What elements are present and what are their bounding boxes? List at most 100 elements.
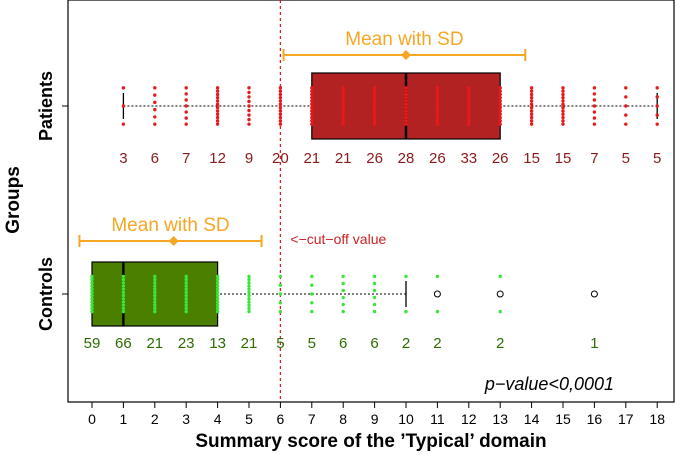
- data-point: [529, 92, 534, 97]
- data-point: [341, 86, 345, 90]
- data-point: [153, 306, 157, 311]
- data-point: [372, 288, 377, 293]
- data-point: [529, 109, 534, 113]
- x-tick-label: 6: [277, 411, 285, 427]
- data-point: [278, 283, 283, 287]
- data-point: [184, 303, 188, 307]
- data-point: [341, 92, 345, 97]
- data-point: [372, 295, 377, 300]
- data-point: [372, 102, 377, 107]
- data-point: [184, 122, 188, 126]
- x-tick-label: 12: [461, 411, 477, 427]
- data-point: [561, 99, 565, 103]
- data-point: [624, 95, 628, 99]
- data-point: [404, 102, 408, 107]
- data-point: [435, 92, 440, 97]
- data-point: [310, 102, 314, 107]
- data-point: [561, 112, 565, 116]
- data-point: [310, 89, 314, 93]
- x-tick-label: 8: [339, 411, 347, 427]
- count-label: 28: [398, 150, 415, 167]
- data-point: [121, 122, 126, 126]
- data-point: [121, 293, 126, 298]
- data-point: [341, 302, 345, 307]
- count-label: 26: [492, 150, 509, 167]
- count-label: 2: [433, 335, 441, 352]
- data-point: [341, 309, 345, 314]
- count-label: 15: [523, 150, 540, 167]
- data-point: [498, 102, 502, 107]
- count-label: 33: [460, 150, 477, 167]
- data-point: [153, 274, 157, 279]
- x-tick-label: 14: [524, 411, 540, 427]
- data-point: [184, 98, 188, 102]
- x-tick-label: 15: [555, 411, 571, 427]
- data-point: [592, 98, 597, 102]
- data-point: [247, 90, 251, 95]
- data-point: [592, 86, 597, 90]
- data-point: [278, 119, 283, 123]
- x-tick-label: 10: [398, 411, 414, 427]
- y-axis-label: Groups: [3, 166, 24, 234]
- data-point: [498, 115, 502, 120]
- data-point: [215, 96, 220, 100]
- data-point: [310, 92, 314, 97]
- data-point: [247, 95, 251, 99]
- count-label: 5: [622, 150, 630, 167]
- data-point: [435, 105, 440, 110]
- mean-sd-label: Mean with SD: [111, 215, 229, 236]
- data-point: [278, 309, 283, 314]
- data-point: [341, 102, 345, 107]
- data-point: [278, 301, 283, 305]
- data-point: [435, 119, 440, 123]
- data-point: [404, 122, 408, 126]
- count-label: 7: [590, 150, 598, 167]
- data-point: [498, 274, 502, 279]
- data-point: [467, 99, 471, 103]
- data-point: [90, 277, 94, 282]
- data-point: [90, 274, 94, 279]
- mean-marker: [168, 236, 179, 246]
- data-point: [90, 306, 94, 311]
- data-point: [310, 292, 314, 296]
- data-point: [435, 99, 440, 103]
- count-label: 15: [555, 150, 572, 167]
- data-point: [153, 287, 157, 291]
- data-point: [121, 277, 126, 282]
- data-point: [624, 122, 628, 126]
- data-point: [592, 110, 597, 114]
- outlier-point: [590, 290, 598, 298]
- data-point: [529, 119, 534, 123]
- count-label: 9: [245, 150, 253, 167]
- data-point: [184, 297, 188, 301]
- data-point: [529, 96, 534, 100]
- data-point: [372, 112, 377, 116]
- count-label: 26: [429, 150, 446, 167]
- data-point: [404, 96, 408, 100]
- data-point: [498, 309, 502, 314]
- data-point: [498, 99, 502, 103]
- data-point: [247, 113, 251, 117]
- data-point: [404, 92, 408, 97]
- data-point: [498, 89, 502, 93]
- data-point: [467, 119, 471, 123]
- data-point: [184, 290, 188, 295]
- count-label: 21: [335, 150, 352, 167]
- data-point: [372, 86, 377, 90]
- data-point: [121, 303, 126, 307]
- count-label: 59: [84, 335, 101, 352]
- data-point: [121, 274, 126, 279]
- data-point: [90, 293, 94, 298]
- data-point: [90, 297, 94, 301]
- data-point: [529, 112, 534, 116]
- data-point: [467, 96, 471, 100]
- data-point: [215, 274, 220, 279]
- count-label: 21: [146, 335, 163, 352]
- data-point: [153, 93, 157, 97]
- data-point: [215, 281, 220, 285]
- data-point: [153, 281, 157, 285]
- data-point: [215, 284, 220, 288]
- data-point: [498, 105, 502, 110]
- data-point: [215, 102, 220, 107]
